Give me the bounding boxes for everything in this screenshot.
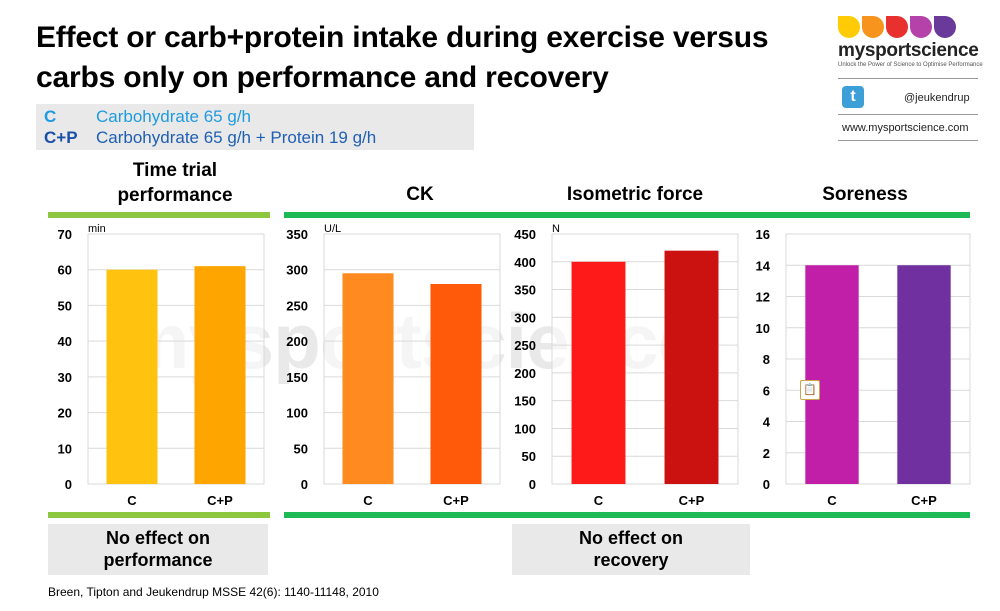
y-tick-label: 50 (522, 449, 536, 464)
legend-key-cp: C+P (44, 128, 78, 147)
y-tick-label: 400 (514, 255, 536, 270)
y-tick-label: 100 (514, 421, 536, 436)
y-tick-label: 200 (286, 334, 308, 349)
y-tick-label: 30 (58, 370, 72, 385)
y-tick-label: 0 (763, 477, 770, 492)
footnote-recovery-text: No effect on recovery (578, 528, 683, 570)
chart-soreness: 0 2 4 6 8 10 12 14 16 C C+P (756, 227, 971, 508)
y-tick-label: 100 (286, 406, 308, 421)
x-tick-label: C+P (207, 493, 233, 508)
header-time-trial-label: Time trial performance (117, 160, 233, 206)
recovery-bar-bottom (284, 512, 970, 518)
y-tick-label: 150 (286, 370, 308, 385)
bar-ck-c (342, 273, 394, 484)
header-ck: CK (406, 184, 434, 205)
x-tick-label: C (827, 493, 837, 508)
x-tick-label: C (127, 493, 137, 508)
y-tick-label: 350 (286, 227, 308, 242)
bar-ck-c-p (430, 284, 482, 484)
x-tick-label: C+P (679, 493, 705, 508)
divider (838, 78, 978, 79)
footnote-recovery: No effect on recovery (512, 524, 750, 575)
logo-dot-yellow (838, 16, 860, 38)
divider (838, 114, 978, 115)
twitter-handle[interactable]: @jeukendrup (904, 92, 970, 104)
logo-mark (838, 16, 958, 43)
page-title: Effect or carb+protein intake during exe… (36, 21, 769, 94)
y-tick-label: 20 (58, 406, 72, 421)
y-axis-unit: U/L (324, 223, 341, 235)
y-tick-label: 250 (514, 338, 536, 353)
bar-time-trial-performance-c (106, 269, 158, 484)
bar-soreness-c (805, 265, 859, 484)
y-tick-label: 50 (58, 298, 72, 313)
bar-isometric-force-c (571, 261, 626, 484)
y-tick-label: 200 (514, 366, 536, 381)
footnote-performance: No effect on performance (48, 524, 268, 575)
citation: Breen, Tipton and Jeukendrup MSSE 42(6):… (48, 585, 379, 599)
legend: C Carbohydrate 65 g/h C+P Carbohydrate 65 … (36, 104, 474, 150)
y-tick-label: 6 (763, 383, 770, 398)
y-tick-label: 2 (763, 446, 770, 461)
y-tick-label: 0 (65, 477, 72, 492)
legend-item-c: C Carbohydrate 65 g/h (44, 107, 251, 127)
y-tick-label: 10 (58, 441, 72, 456)
y-tick-label: 70 (58, 227, 72, 242)
chart-time-trial: 0 10 20 30 40 50 60 70 min C C+P (58, 223, 265, 508)
y-tick-label: 50 (294, 441, 308, 456)
bar-time-trial-performance-c-p (194, 266, 246, 484)
recovery-bar-top (284, 212, 970, 218)
y-axis-unit: min (88, 223, 106, 235)
x-tick-label: C (363, 493, 373, 508)
bar-soreness-c-p (897, 265, 951, 484)
legend-key-c: C (44, 107, 57, 126)
y-tick-label: 300 (514, 310, 536, 325)
header-time-trial: Time trial performance (60, 158, 290, 208)
y-tick-label: 0 (529, 477, 536, 492)
y-tick-label: 0 (301, 477, 308, 492)
logo-name: mysportscience (838, 40, 979, 61)
y-tick-label: 14 (756, 258, 771, 273)
y-tick-label: 300 (286, 263, 308, 278)
performance-bar-bottom (48, 512, 270, 518)
chart-ck: 0 50 100 150 200 250 300 350 U/L C C+P (286, 223, 501, 508)
x-tick-label: C (594, 493, 604, 508)
y-tick-label: 16 (756, 227, 770, 242)
divider (838, 140, 978, 141)
x-tick-label: C+P (911, 493, 937, 508)
y-tick-label: 60 (58, 263, 72, 278)
logo-dot-magenta (910, 16, 932, 38)
y-tick-label: 40 (58, 334, 72, 349)
header-isometric-force: Isometric force (566, 184, 704, 205)
y-axis-unit: N (552, 223, 560, 235)
performance-bar-top (48, 212, 270, 218)
x-tick-label: C+P (443, 493, 469, 508)
logo-tagline: Unlock the Power of Science to Optimise … (838, 62, 983, 68)
logo-dot-orange (862, 16, 884, 38)
y-tick-label: 150 (514, 394, 536, 409)
twitter-icon[interactable]: t (842, 86, 864, 108)
y-tick-label: 10 (756, 321, 770, 336)
website-link[interactable]: www.mysportscience.com (842, 122, 969, 134)
legend-item-cp: C+P Carbohydrate 65 g/h + Protein 19 g/h (44, 128, 376, 148)
legend-label-c: Carbohydrate 65 g/h (96, 107, 251, 126)
y-tick-label: 8 (763, 352, 770, 367)
y-tick-label: 350 (514, 283, 536, 298)
footnote-performance-text: No effect on performance (103, 528, 213, 570)
y-tick-label: 4 (763, 415, 771, 430)
header-soreness: Soreness (822, 184, 908, 205)
y-tick-label: 450 (514, 227, 536, 242)
y-tick-label: 12 (756, 290, 770, 305)
chart-isometric-force: 0 50 100 150 200 250 300 350 400 450 N C C+P (514, 223, 739, 508)
legend-label-cp: Carbohydrate 65 g/h + Protein 19 g/h (96, 128, 377, 147)
y-tick-label: 250 (286, 298, 308, 313)
bar-isometric-force-c-p (664, 250, 719, 484)
paste-options-icon[interactable]: 📋 (800, 380, 820, 400)
logo-dot-red (886, 16, 908, 38)
logo-dot-purple (934, 16, 956, 38)
